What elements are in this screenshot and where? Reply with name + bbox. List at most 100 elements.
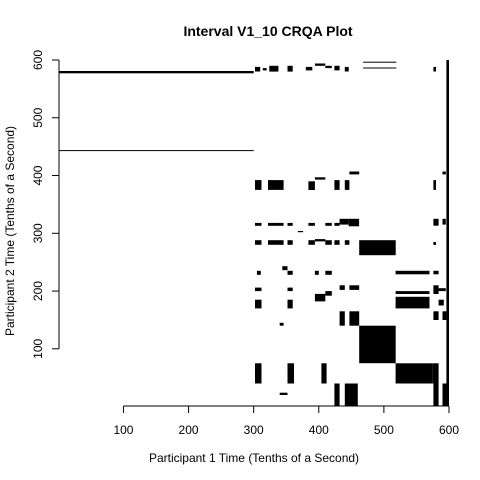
y-tick-label: 400 (31, 165, 45, 185)
y-tick-label: 100 (31, 338, 45, 358)
recurrence-block (314, 239, 326, 242)
recurrence-block (433, 311, 439, 320)
recurrence-block (287, 363, 294, 384)
recurrence-block (255, 363, 262, 384)
x-axis: 100 200 300 400 500 600 (113, 405, 459, 437)
recurrence-block (268, 180, 284, 190)
recurrence-block (287, 270, 293, 275)
recurrence-block (339, 285, 345, 290)
x-tick-label: 300 (244, 423, 264, 437)
recurrence-block (442, 218, 446, 225)
recurrence-block (344, 383, 358, 406)
y-axis: 100 200 300 400 500 600 (31, 50, 60, 359)
recurrence-block (349, 311, 360, 326)
y-tick-label: 600 (31, 50, 45, 70)
recurrence-block (325, 222, 332, 226)
recurrence-block (287, 240, 293, 245)
x-tick-label: 200 (179, 423, 199, 437)
recurrence-block (325, 65, 332, 69)
recurrence-points (59, 60, 449, 406)
recurrence-block (287, 65, 293, 72)
recurrence-block (349, 171, 360, 175)
recurrence-block (255, 299, 262, 309)
recurrence-block (433, 270, 439, 275)
recurrence-block (268, 222, 284, 226)
recurrence-block (359, 325, 396, 364)
y-tick-label: 500 (31, 107, 45, 127)
recurrence-block (349, 285, 360, 290)
recurrence-block (305, 66, 313, 71)
recurrence-block (262, 68, 267, 71)
recurrence-block (279, 392, 288, 395)
recurrence-block (287, 287, 293, 292)
recurrence-block (282, 266, 288, 271)
recurrence-block (334, 180, 340, 190)
recurrence-block (348, 218, 360, 227)
recurrence-block (442, 171, 446, 175)
recurrence-block (442, 383, 448, 406)
recurrence-block (433, 66, 436, 72)
recurrence-block (395, 296, 430, 309)
recurrence-block (344, 180, 350, 190)
x-tick-label: 500 (374, 423, 394, 437)
recurrence-block (308, 222, 315, 226)
recurrence-block (287, 299, 293, 309)
recurrence-block (395, 363, 433, 384)
recurrence-block (334, 240, 340, 245)
recurrence-block (59, 150, 254, 152)
recurrence-block (325, 291, 332, 296)
recurrence-block (334, 65, 340, 71)
recurrence-block (442, 311, 447, 320)
recurrence-block (334, 222, 340, 226)
recurrence-block (269, 65, 279, 72)
recurrence-block (334, 383, 340, 406)
recurrence-block (279, 322, 284, 326)
recurrence-block (297, 231, 304, 233)
recurrence-block (256, 270, 261, 275)
recurrence-block (363, 67, 397, 69)
recurrence-block (255, 180, 262, 190)
recurrence-block (438, 299, 444, 306)
recurrence-block (339, 311, 345, 326)
recurrence-block (255, 222, 262, 226)
x-tick-label: 600 (439, 423, 459, 437)
recurrence-block (308, 240, 315, 245)
recurrence-block (325, 240, 332, 245)
recurrence-block (363, 61, 397, 63)
recurrence-block (446, 60, 449, 406)
recurrence-block (325, 270, 332, 275)
recurrence-block (287, 222, 293, 226)
recurrence-block (308, 181, 315, 190)
recurrence-block (395, 291, 430, 294)
recurrence-block (314, 63, 326, 66)
recurrence-block (344, 240, 350, 245)
recurrence-block (433, 383, 439, 406)
recurrence-block (433, 285, 439, 294)
recurrence-block (433, 180, 436, 190)
recurrence-block (314, 270, 319, 275)
y-tick-label: 200 (31, 281, 45, 301)
recurrence-block (433, 242, 436, 245)
recurrence-block (344, 66, 349, 72)
recurrence-block (395, 270, 430, 275)
recurrence-block (321, 363, 327, 384)
recurrence-block (314, 177, 326, 180)
recurrence-block (359, 240, 396, 256)
x-axis-label: Participant 1 Time (Tenths of a Second) (149, 451, 359, 465)
recurrence-block (255, 66, 261, 72)
x-tick-label: 100 (113, 423, 133, 437)
y-tick-label: 300 (31, 223, 45, 243)
recurrence-block (59, 71, 254, 74)
recurrence-block (339, 218, 349, 225)
recurrence-block (438, 288, 446, 292)
y-axis-label: Participant 2 Time (Tenths of a Second) (3, 126, 17, 336)
recurrence-block (255, 240, 262, 245)
x-tick-label: 400 (309, 423, 329, 437)
recurrence-block (314, 293, 326, 302)
recurrence-block (255, 287, 262, 292)
recurrence-block (268, 240, 284, 245)
recurrence-block (432, 363, 439, 384)
recurrence-block (433, 218, 439, 226)
chart-title: Interval V1_10 CRQA Plot (183, 23, 352, 39)
